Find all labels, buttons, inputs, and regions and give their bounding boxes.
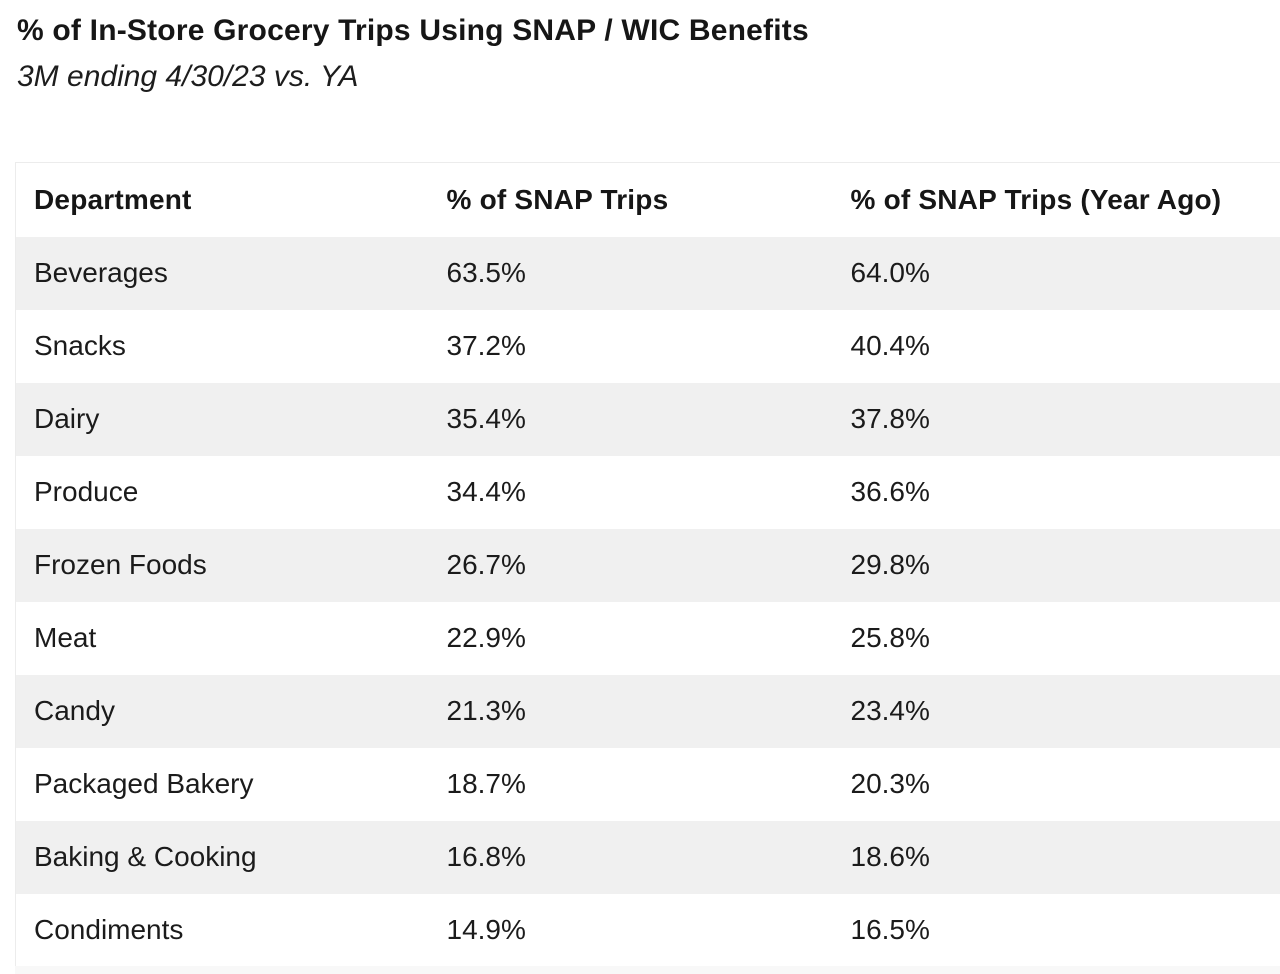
snap-trips-cell: 14.9% [446,913,526,945]
snap-trips-year-ago-cell: 64.0% [850,257,930,288]
snap-trips-cell: 34.4% [446,476,526,507]
snap-trips-cell: 18.7% [446,768,526,799]
snap-trips-year-ago-cell: 23.4% [850,695,930,726]
snap-trips-cell: 21.3% [446,695,526,726]
table-row: Meat 22.9% 25.8% [15,601,1280,675]
department-cell: Condiments [34,913,184,945]
table-row: Produce 34.4% 36.6% [15,455,1280,529]
snap-trips-cell: 16.8% [446,841,526,872]
snap-trips-year-ago-cell: 36.6% [850,476,930,507]
report-header: % of In-Store Grocery Trips Using SNAP /… [17,12,1260,96]
table-row: Frozen Foods 26.7% 29.8% [15,528,1280,602]
snap-trips-year-ago-cell: 25.8% [850,622,930,653]
snap-trips-cell: 63.5% [446,257,526,288]
snap-trips-table: Department % of SNAP Trips % of SNAP Tri… [15,162,1280,967]
snap-trips-cell: 26.7% [446,549,526,580]
department-cell: Meat [34,622,97,653]
table-row: Dairy 35.4% 37.8% [15,382,1280,456]
table-row: Beverages 63.5% 64.0% [15,236,1280,310]
col-header-snap-trips-year-ago: % of SNAP Trips (Year Ago) [850,183,1222,215]
department-cell: Snacks [34,330,126,361]
col-header-snap-trips: % of SNAP Trips [446,183,669,215]
snap-trips-year-ago-cell: 40.4% [850,330,930,361]
table-row: Snacks 37.2% 40.4% [15,309,1280,383]
col-header-department: Department [34,183,192,215]
department-cell: Frozen Foods [34,549,207,580]
snap-trips-year-ago-cell: 37.8% [850,403,930,434]
table-row: Baking & Cooking 16.8% 18.6% [15,820,1280,894]
snap-trips-cell: 22.9% [446,622,526,653]
department-cell: Candy [34,695,115,726]
table-body: Beverages 63.5% 64.0% Snacks 37.2% 40.4% Dairy… [15,236,1280,967]
bottom-strip [15,966,1280,974]
snap-trips-cell: 37.2% [446,330,526,361]
snap-trips-year-ago-cell: 18.6% [850,841,930,872]
table-row: Packaged Bakery 18.7% 20.3% [15,747,1280,821]
table-row: Candy 21.3% 23.4% [15,674,1280,748]
table-header-row: Department % of SNAP Trips % of SNAP Tri… [15,162,1280,237]
department-cell: Baking & Cooking [34,841,257,872]
page-title: % of In-Store Grocery Trips Using SNAP /… [17,14,809,47]
table-row: Condiments 14.9% 16.5% [15,893,1280,967]
snap-trips-year-ago-cell: 20.3% [850,768,930,799]
department-cell: Beverages [34,257,168,288]
department-cell: Produce [34,476,139,507]
snap-trips-cell: 35.4% [446,403,526,434]
snap-trips-year-ago-cell: 16.5% [850,913,930,945]
page-subtitle: 3M ending 4/30/23 vs. YA [17,60,359,93]
snap-trips-year-ago-cell: 29.8% [850,549,930,580]
department-cell: Dairy [34,403,100,434]
department-cell: Packaged Bakery [34,768,254,799]
